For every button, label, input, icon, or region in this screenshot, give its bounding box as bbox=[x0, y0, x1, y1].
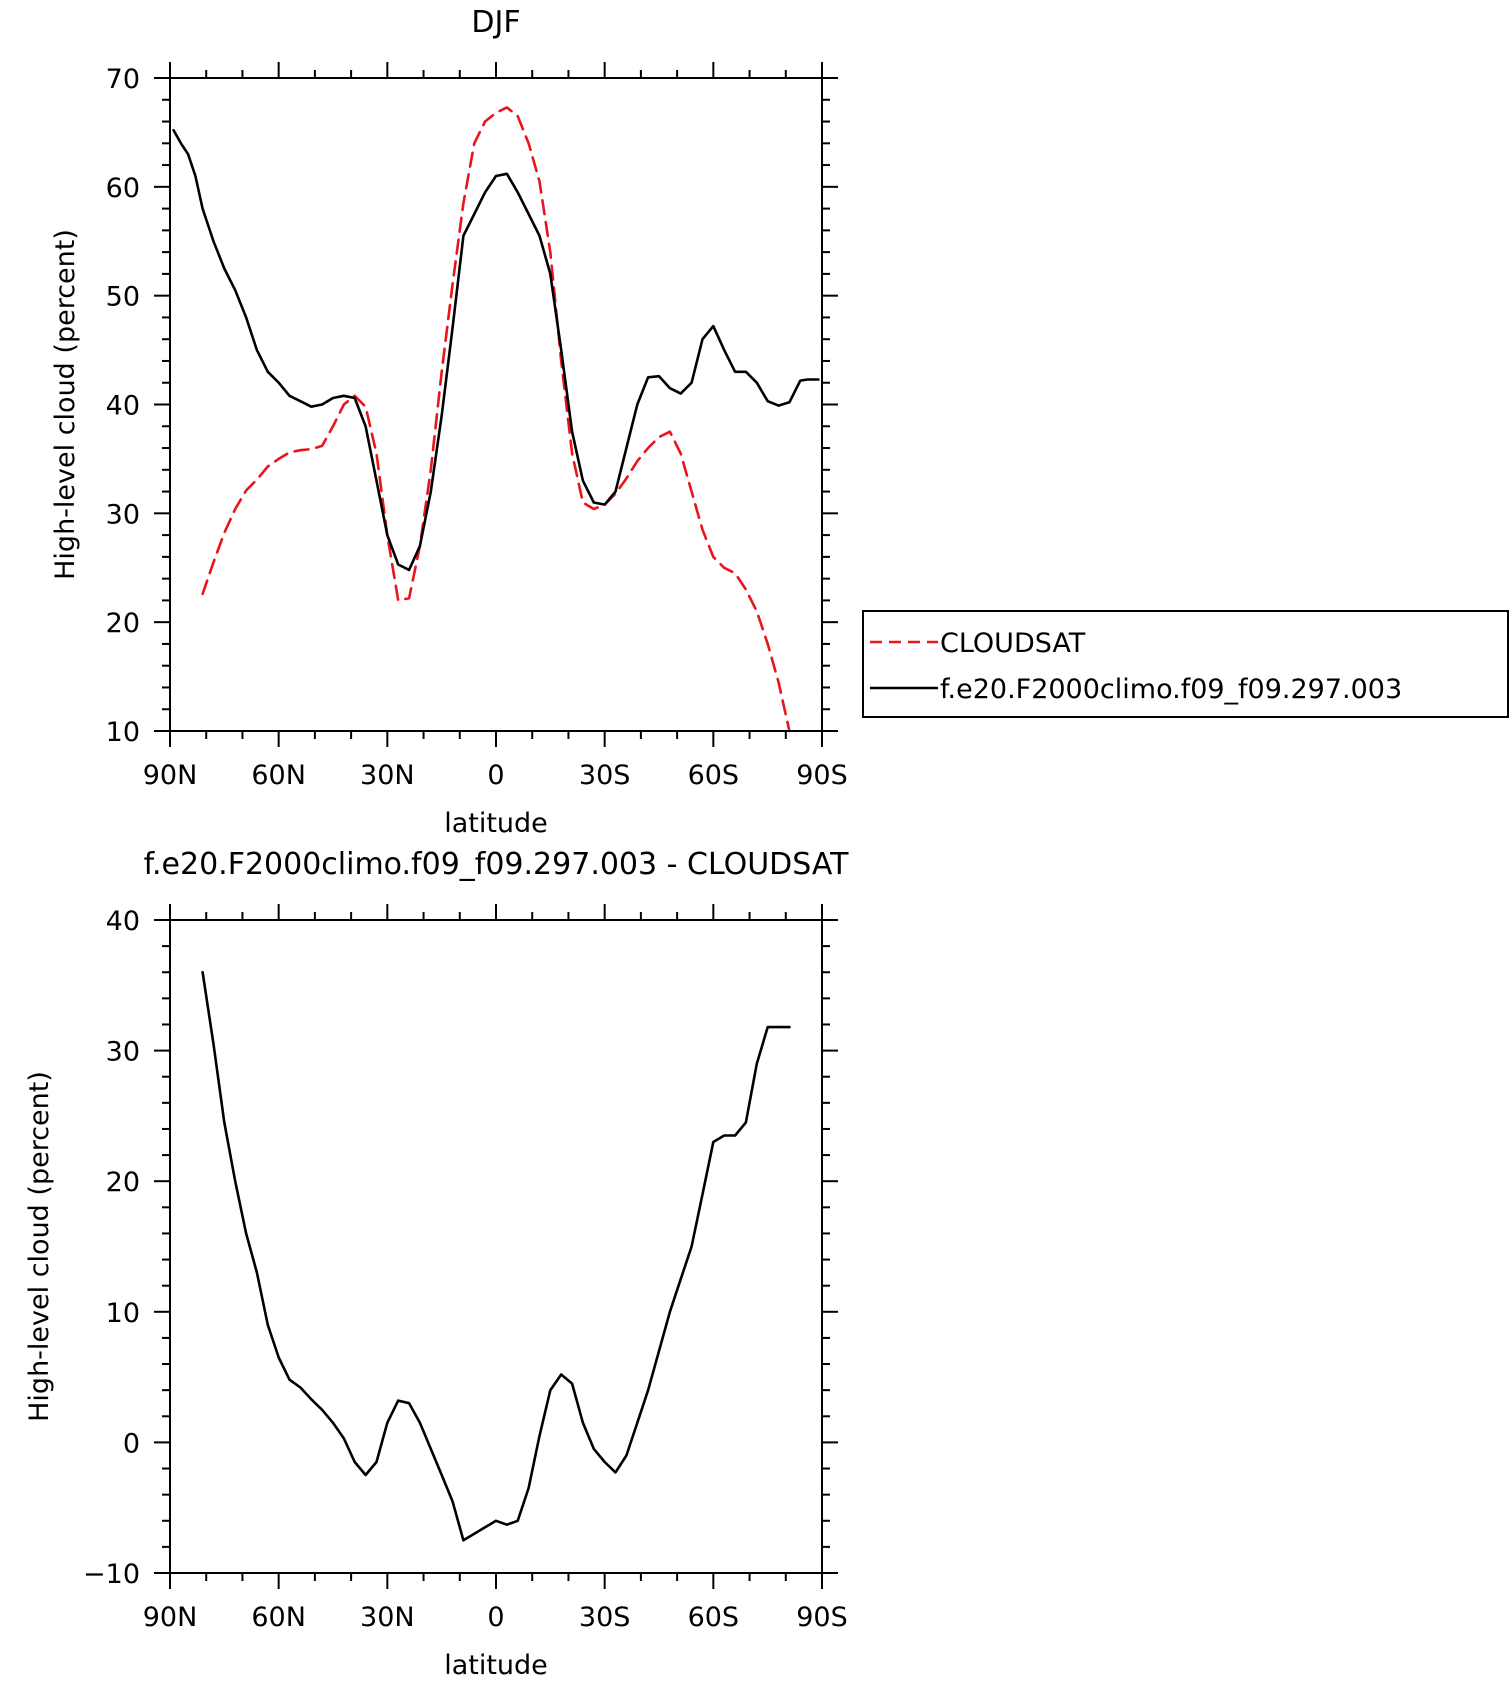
top-xtick-label: 0 bbox=[487, 760, 504, 791]
top-xtick-label: 30S bbox=[579, 760, 631, 791]
bottom-panel-xlabel: latitude bbox=[444, 1650, 548, 1681]
top-ytick-label: 30 bbox=[106, 499, 140, 530]
legend: CLOUDSAT f.e20.F2000climo.f09_f09.297.00… bbox=[862, 610, 1509, 718]
top-ytick-label: 50 bbox=[106, 282, 140, 313]
top-ytick-label: 40 bbox=[106, 391, 140, 422]
top-xtick-label: 90N bbox=[143, 760, 198, 791]
bottom-xtick-label: 30N bbox=[360, 1602, 415, 1633]
top-xtick-label: 60S bbox=[688, 760, 740, 791]
legend-label-cloudsat: CLOUDSAT bbox=[940, 628, 1086, 659]
legend-box bbox=[862, 610, 1509, 718]
bottom-xtick-label: 0 bbox=[487, 1602, 504, 1633]
top-ytick-label: 10 bbox=[106, 717, 140, 748]
bottom-xtick-label: 90S bbox=[796, 1602, 848, 1633]
bottom-xtick-label: 60N bbox=[251, 1602, 306, 1633]
top-series-line-0 bbox=[201, 106, 791, 733]
bottom-xtick-label: 60S bbox=[688, 1602, 740, 1633]
bottom-ytick-label: 10 bbox=[106, 1298, 140, 1329]
top-series-line-1 bbox=[172, 128, 820, 572]
legend-label-model: f.e20.F2000climo.f09_f09.297.003 bbox=[940, 674, 1402, 705]
top-xtick-label: 90S bbox=[796, 760, 848, 791]
bottom-panel-ylabel: High-level cloud (percent) bbox=[24, 1071, 55, 1422]
bottom-xtick-label: 30S bbox=[579, 1602, 631, 1633]
bottom-ytick-label: −10 bbox=[83, 1559, 140, 1590]
top-panel-title: DJF bbox=[471, 5, 520, 40]
bottom-ytick-label: 0 bbox=[123, 1428, 140, 1459]
bottom-series-line-0 bbox=[201, 970, 791, 1542]
top-panel-frame bbox=[169, 77, 823, 732]
top-panel-series bbox=[172, 106, 820, 733]
bottom-ytick-label: 30 bbox=[106, 1037, 140, 1068]
top-xtick-label: 60N bbox=[251, 760, 306, 791]
bottom-panel-frame bbox=[169, 919, 823, 1574]
top-ytick-label: 20 bbox=[106, 608, 140, 639]
bottom-panel-ticks: 90N 60N 30N 0 30S 60S 90S −10 0 10 20 30 40 bbox=[83, 904, 848, 1633]
top-panel-ticks: 90N 60N 30N 0 30S 60S 90S 10 20 30 40 50 60 70 bbox=[106, 62, 848, 791]
top-ytick-label: 60 bbox=[106, 173, 140, 204]
bottom-ytick-label: 20 bbox=[106, 1167, 140, 1198]
top-ytick-label: 70 bbox=[106, 64, 140, 95]
top-panel: DJF 90N 60N 30N 0 30S 60S 90S 10 20 30 40 50 60 70 la… bbox=[50, 5, 848, 839]
top-panel-ylabel: High-level cloud (percent) bbox=[50, 229, 81, 580]
bottom-panel: f.e20.F2000climo.f09_f09.297.003 - CLOUD… bbox=[24, 847, 849, 1681]
top-xtick-label: 30N bbox=[360, 760, 415, 791]
bottom-xtick-label: 90N bbox=[143, 1602, 198, 1633]
bottom-ytick-label: 40 bbox=[106, 906, 140, 937]
bottom-panel-title: f.e20.F2000climo.f09_f09.297.003 - CLOUD… bbox=[144, 847, 849, 882]
bottom-panel-series bbox=[201, 970, 791, 1542]
top-panel-xlabel: latitude bbox=[444, 808, 548, 839]
